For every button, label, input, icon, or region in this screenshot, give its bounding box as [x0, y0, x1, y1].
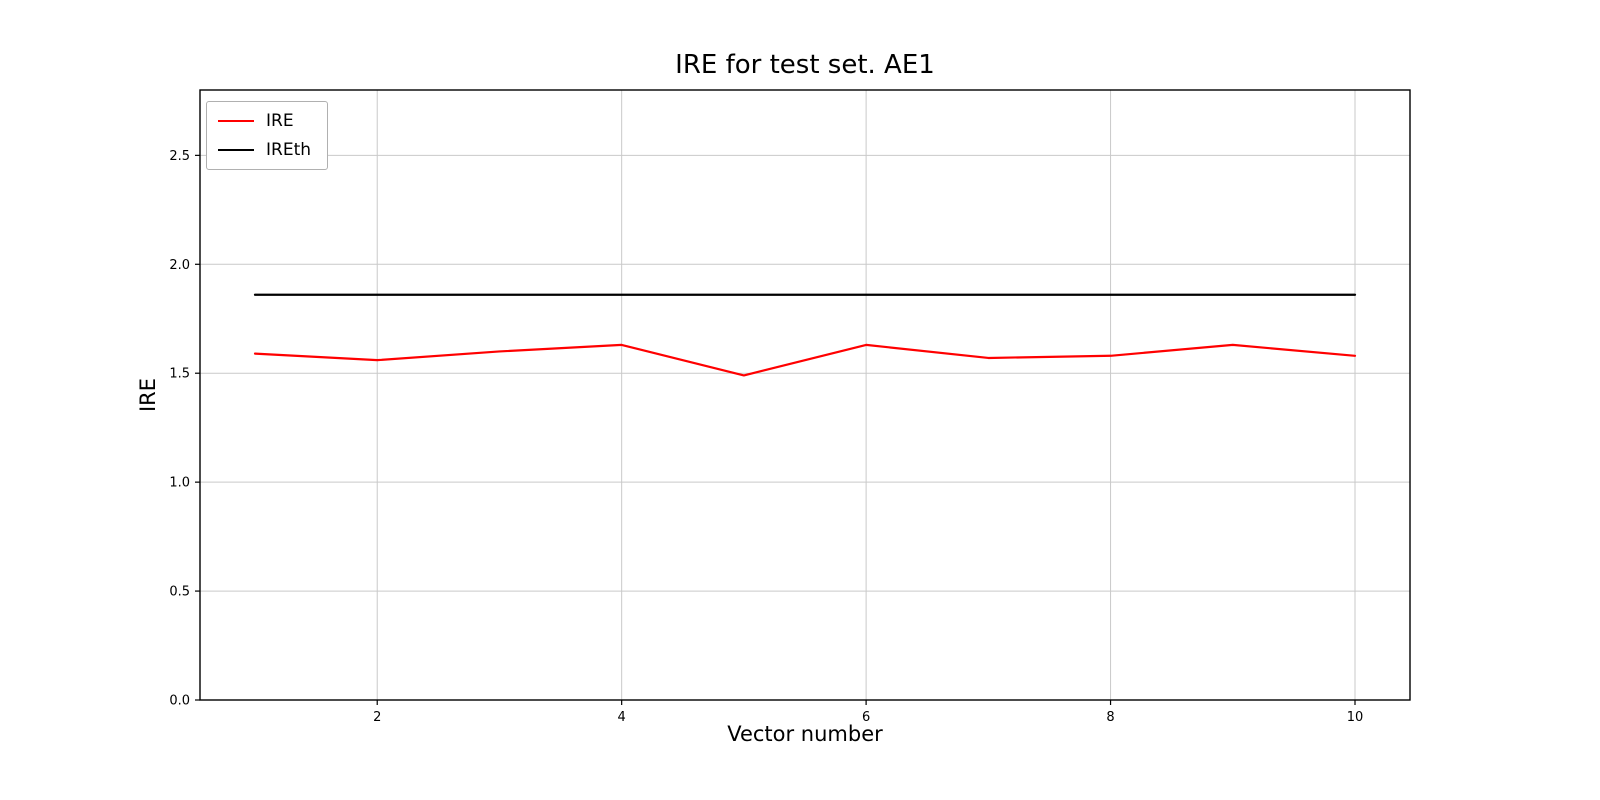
x-tick-label: 6 [862, 710, 870, 725]
x-axis-label: Vector number [727, 722, 883, 746]
legend: IRE IREth [206, 101, 329, 170]
y-tick-label: 0.0 [169, 694, 190, 709]
legend-label-ireth: IREth [266, 140, 312, 160]
y-tick-label: 1.0 [169, 476, 190, 491]
legend-line-swatch-ireth [218, 149, 254, 151]
x-tick-label: 4 [618, 710, 626, 725]
legend-line-swatch-ire [218, 120, 254, 122]
axes-border [199, 89, 1411, 701]
y-tick-label: 2.5 [169, 149, 190, 164]
legend-item-ire: IRE [218, 111, 311, 131]
series-line-ire [253, 343, 1357, 377]
legend-item-ireth: IREth [218, 140, 311, 160]
legend-label-ire: IRE [266, 111, 294, 131]
x-tick-label: 2 [373, 710, 381, 725]
y-axis-label: IRE [136, 377, 160, 413]
chart-title: IRE for test set. AE1 [675, 50, 935, 80]
y-tick-label: 1.5 [169, 367, 190, 382]
y-tick-label: 2.0 [169, 258, 190, 273]
x-tick-label: 10 [1347, 710, 1364, 725]
y-tick-label: 0.5 [169, 585, 190, 600]
x-tick-label: 8 [1106, 710, 1114, 725]
